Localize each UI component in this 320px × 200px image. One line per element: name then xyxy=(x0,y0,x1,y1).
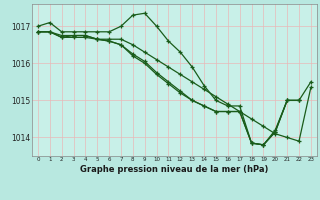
X-axis label: Graphe pression niveau de la mer (hPa): Graphe pression niveau de la mer (hPa) xyxy=(80,165,268,174)
